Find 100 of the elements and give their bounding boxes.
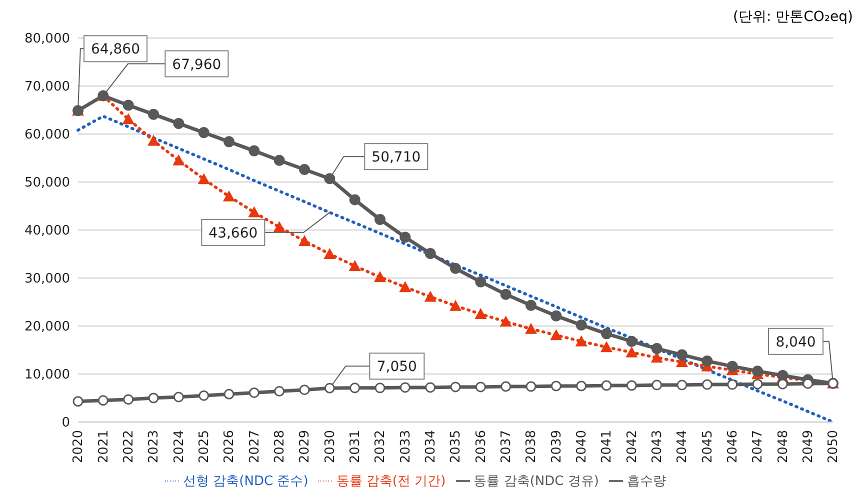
point bbox=[400, 382, 410, 393]
point bbox=[98, 395, 108, 406]
point bbox=[374, 382, 386, 394]
point bbox=[727, 379, 738, 390]
point bbox=[348, 260, 361, 271]
point bbox=[172, 154, 185, 166]
point bbox=[500, 316, 512, 327]
annotation: 50,710 bbox=[372, 150, 421, 166]
point bbox=[526, 381, 536, 392]
x-tick-label: 2044 bbox=[675, 430, 690, 464]
y-tick-label: 80,000 bbox=[24, 32, 70, 47]
point bbox=[400, 232, 411, 243]
point bbox=[122, 113, 134, 124]
point bbox=[450, 300, 462, 311]
point bbox=[248, 206, 260, 218]
point bbox=[399, 281, 412, 292]
x-tick-label: 2047 bbox=[750, 430, 766, 464]
y-tick-label: 40,000 bbox=[24, 224, 70, 239]
x-tick-label: 2024 bbox=[172, 430, 187, 464]
x-tick-label: 2027 bbox=[247, 430, 262, 464]
point bbox=[752, 366, 763, 377]
point bbox=[173, 392, 184, 402]
point bbox=[726, 360, 738, 372]
x-tick-label: 2021 bbox=[96, 430, 112, 464]
point bbox=[600, 341, 612, 352]
x-tick-label: 2042 bbox=[624, 430, 640, 464]
x-tick-label: 2034 bbox=[424, 430, 439, 464]
point bbox=[676, 380, 688, 390]
x-tick-label: 2025 bbox=[197, 430, 212, 464]
point bbox=[224, 388, 234, 400]
x-tick-label: 2029 bbox=[298, 430, 313, 464]
point bbox=[475, 276, 486, 288]
annotation: 43,660 bbox=[208, 225, 258, 242]
point bbox=[248, 145, 260, 156]
point bbox=[274, 386, 285, 397]
point bbox=[424, 290, 436, 302]
annotation: 7,050 bbox=[376, 359, 417, 376]
x-tick-label: 2033 bbox=[398, 430, 414, 464]
point bbox=[198, 173, 210, 184]
point bbox=[122, 100, 134, 111]
point bbox=[273, 221, 286, 232]
point bbox=[575, 335, 588, 346]
point bbox=[550, 329, 562, 340]
point bbox=[500, 381, 512, 392]
point bbox=[576, 380, 587, 392]
legend-label: 동률 감축(NDC 경유) bbox=[474, 474, 599, 489]
point bbox=[374, 271, 386, 282]
point bbox=[298, 235, 310, 246]
legend-label: 흡수량 bbox=[626, 474, 666, 489]
y-tick-label: 30,000 bbox=[24, 272, 70, 287]
x-tick-label: 2020 bbox=[71, 430, 86, 464]
point bbox=[676, 349, 688, 360]
point bbox=[223, 190, 235, 202]
y-tick-label: 20,000 bbox=[24, 320, 70, 335]
y-tick-label: 60,000 bbox=[24, 128, 70, 143]
x-tick-label: 2035 bbox=[448, 430, 464, 464]
point bbox=[777, 378, 788, 390]
point bbox=[123, 394, 134, 405]
point bbox=[374, 214, 386, 225]
x-tick-label: 2036 bbox=[474, 430, 489, 464]
point bbox=[626, 380, 637, 391]
point bbox=[475, 382, 486, 392]
point bbox=[702, 379, 712, 390]
point bbox=[450, 262, 461, 274]
x-tick-label: 2041 bbox=[600, 430, 615, 464]
x-tick-label: 2043 bbox=[650, 430, 666, 464]
annotation: 64,860 bbox=[91, 42, 140, 58]
point bbox=[148, 134, 160, 146]
point bbox=[299, 164, 310, 176]
point bbox=[526, 300, 536, 311]
point bbox=[626, 336, 638, 347]
point bbox=[550, 310, 562, 322]
point bbox=[450, 382, 461, 392]
point bbox=[802, 378, 814, 389]
y-tick-label: 0 bbox=[62, 416, 70, 431]
point bbox=[601, 380, 612, 391]
point bbox=[248, 387, 260, 398]
legend-label: 선형 감축(NDC 준수) bbox=[183, 474, 308, 489]
point bbox=[72, 396, 84, 407]
point bbox=[324, 382, 335, 394]
point bbox=[148, 392, 159, 404]
x-tick-label: 2028 bbox=[272, 430, 288, 464]
x-tick-label: 2046 bbox=[726, 430, 741, 464]
x-tick-label: 2026 bbox=[222, 430, 238, 464]
point bbox=[224, 136, 234, 148]
point bbox=[198, 390, 210, 401]
point bbox=[702, 356, 713, 367]
x-tick-label: 2038 bbox=[524, 430, 540, 464]
x-tick-label: 2039 bbox=[549, 430, 564, 464]
point bbox=[424, 248, 436, 260]
point bbox=[651, 343, 662, 354]
x-tick-label: 2050 bbox=[826, 430, 842, 464]
x-tick-label: 2022 bbox=[122, 430, 137, 464]
legend-label: 동률 감축(전 기간) bbox=[336, 474, 446, 489]
point bbox=[349, 194, 360, 206]
point bbox=[752, 378, 763, 390]
annotation: 8,040 bbox=[776, 334, 816, 350]
x-tick-label: 2031 bbox=[348, 430, 364, 464]
point bbox=[350, 382, 360, 394]
point bbox=[324, 248, 336, 259]
